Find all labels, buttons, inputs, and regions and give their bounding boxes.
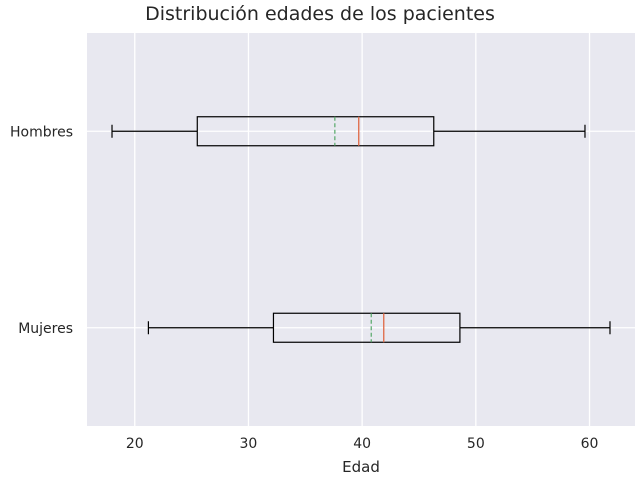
y-tick-labels: Hombres Mujeres [10,124,73,337]
x-tick-label: 50 [467,436,485,452]
y-tick-label: Hombres [10,124,73,140]
x-tick-label: 60 [581,436,599,452]
x-tick-labels: 20 30 40 50 60 [126,436,599,452]
box-group [111,116,611,343]
box-hombres [111,116,586,147]
chart-title: Distribución edades de los pacientes [145,3,495,25]
plot-area [87,33,635,426]
x-tick-label: 30 [240,436,258,452]
iqr-box [272,312,461,343]
iqr-box [196,116,435,147]
y-tick-label: Mujeres [18,321,73,337]
x-tick-label: 40 [353,436,371,452]
x-tick-label: 20 [126,436,144,452]
box-mujeres [147,312,611,343]
x-axis-label: Edad [342,458,380,476]
